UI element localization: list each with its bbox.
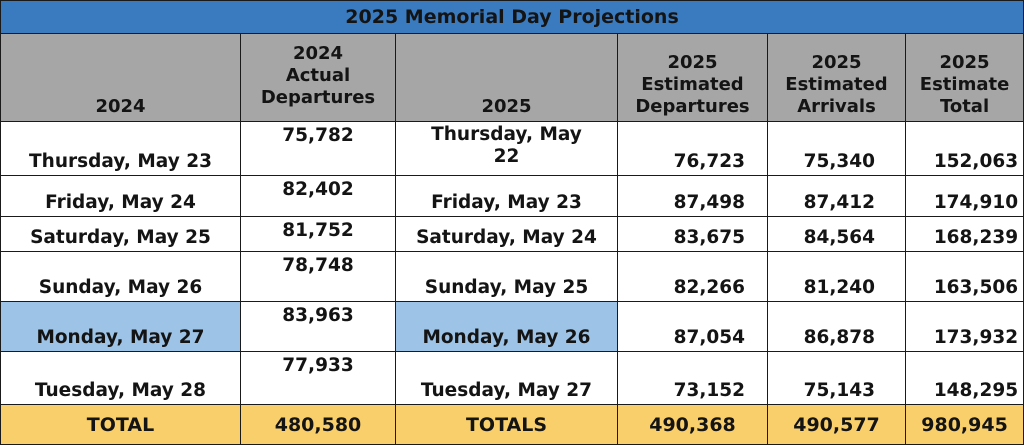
date-2025-cell: Tuesday, May 27 — [395, 351, 618, 405]
actual-2024-cell: 83,963 — [240, 301, 396, 352]
date-2024-cell: Saturday, May 25 — [0, 216, 241, 252]
actual-2024-cell: 81,752 — [240, 216, 396, 252]
departures-2025-cell: 87,054 — [617, 301, 768, 352]
header-line: 2025 — [939, 52, 990, 73]
departures-2025-cell: 87,498 — [617, 175, 768, 217]
total-arrivals-2025: 490,577 — [767, 404, 906, 445]
date-2025-line: 22 — [493, 146, 520, 167]
date-2025-cell: Monday, May 26 — [395, 301, 618, 352]
departures-2025-cell: 76,723 — [617, 121, 768, 176]
header-line: Estimated — [641, 74, 744, 95]
date-2025-cell: Saturday, May 24 — [395, 216, 618, 252]
header-line: Departures — [260, 87, 376, 108]
table-row: Sunday, May 26 78,748 Sunday, May 25 82,… — [0, 251, 1024, 302]
table-title: 2025 Memorial Day Projections — [0, 0, 1024, 34]
date-2025-cell: Friday, May 23 — [395, 175, 618, 217]
arrivals-2025-cell: 87,412 — [767, 175, 906, 217]
total-actual-2024: 480,580 — [240, 404, 396, 445]
departures-2025-cell: 73,152 — [617, 351, 768, 405]
total-label-2024: TOTAL — [0, 404, 241, 445]
arrivals-2025-cell: 86,878 — [767, 301, 906, 352]
date-2025-cell: Sunday, May 25 — [395, 251, 618, 302]
total-2025-cell: 163,506 — [904, 251, 1024, 302]
departures-2025-cell: 83,675 — [617, 216, 768, 252]
actual-2024-cell: 77,933 — [240, 351, 396, 405]
date-2024-cell: Friday, May 24 — [0, 175, 241, 217]
total-2025-cell: 168,239 — [904, 216, 1024, 252]
header-2024: 2024 — [0, 33, 241, 122]
title-row: 2025 Memorial Day Projections — [0, 0, 1024, 34]
total-departures-2025: 490,368 — [617, 404, 768, 445]
totals-row: TOTAL 480,580 TOTALS 490,368 490,577 980… — [0, 404, 1024, 445]
header-line: Arrivals — [797, 96, 876, 117]
header-2025: 2025 — [395, 33, 618, 122]
header-2025-estimate-total: 2025 Estimate Total — [904, 33, 1024, 122]
actual-2024-cell: 75,782 — [240, 121, 396, 176]
total-2025-cell: 173,932 — [904, 301, 1024, 352]
header-row: 2024 2024 Actual Departures 2025 2025 Es… — [0, 33, 1024, 122]
date-2025-line: Thursday, May — [431, 124, 582, 145]
total-label-2025: TOTALS — [395, 404, 618, 445]
table-row: Monday, May 27 83,963 Monday, May 26 87,… — [0, 301, 1024, 352]
date-2024-cell: Monday, May 27 — [0, 301, 241, 352]
date-2024-cell: Sunday, May 26 — [0, 251, 241, 302]
header-line: Estimated — [785, 74, 888, 95]
date-2025-cell: Thursday, May 22 — [395, 121, 618, 176]
table-row: Saturday, May 25 81,752 Saturday, May 24… — [0, 216, 1024, 252]
header-line: Total — [939, 96, 990, 117]
date-2024-cell: Thursday, May 23 — [0, 121, 241, 176]
total-estimate-2025: 980,945 — [904, 404, 1024, 445]
header-2025-estimated-arrivals: 2025 Estimated Arrivals — [767, 33, 906, 122]
table-row: Thursday, May 23 75,782 Thursday, May 22… — [0, 121, 1024, 176]
date-2024-cell: Tuesday, May 28 — [0, 351, 241, 405]
arrivals-2025-cell: 75,340 — [767, 121, 906, 176]
total-2025-cell: 174,910 — [904, 175, 1024, 217]
header-line: Departures — [635, 96, 750, 117]
header-line: Actual — [285, 65, 351, 86]
header-line: 2025 — [667, 52, 718, 73]
actual-2024-cell: 82,402 — [240, 175, 396, 217]
table-row: Friday, May 24 82,402 Friday, May 23 87,… — [0, 175, 1024, 217]
arrivals-2025-cell: 81,240 — [767, 251, 906, 302]
total-2025-cell: 152,063 — [904, 121, 1024, 176]
header-line: Estimate — [919, 74, 1010, 95]
departures-2025-cell: 82,266 — [617, 251, 768, 302]
header-line: 2024 — [292, 43, 344, 64]
header-2024-actual-departures: 2024 Actual Departures — [240, 33, 396, 122]
table-row: Tuesday, May 28 77,933 Tuesday, May 27 7… — [0, 351, 1024, 405]
arrivals-2025-cell: 75,143 — [767, 351, 906, 405]
total-2025-cell: 148,295 — [904, 351, 1024, 405]
arrivals-2025-cell: 84,564 — [767, 216, 906, 252]
actual-2024-cell: 78,748 — [240, 251, 396, 302]
header-line: 2025 — [811, 52, 862, 73]
header-2025-estimated-departures: 2025 Estimated Departures — [617, 33, 768, 122]
